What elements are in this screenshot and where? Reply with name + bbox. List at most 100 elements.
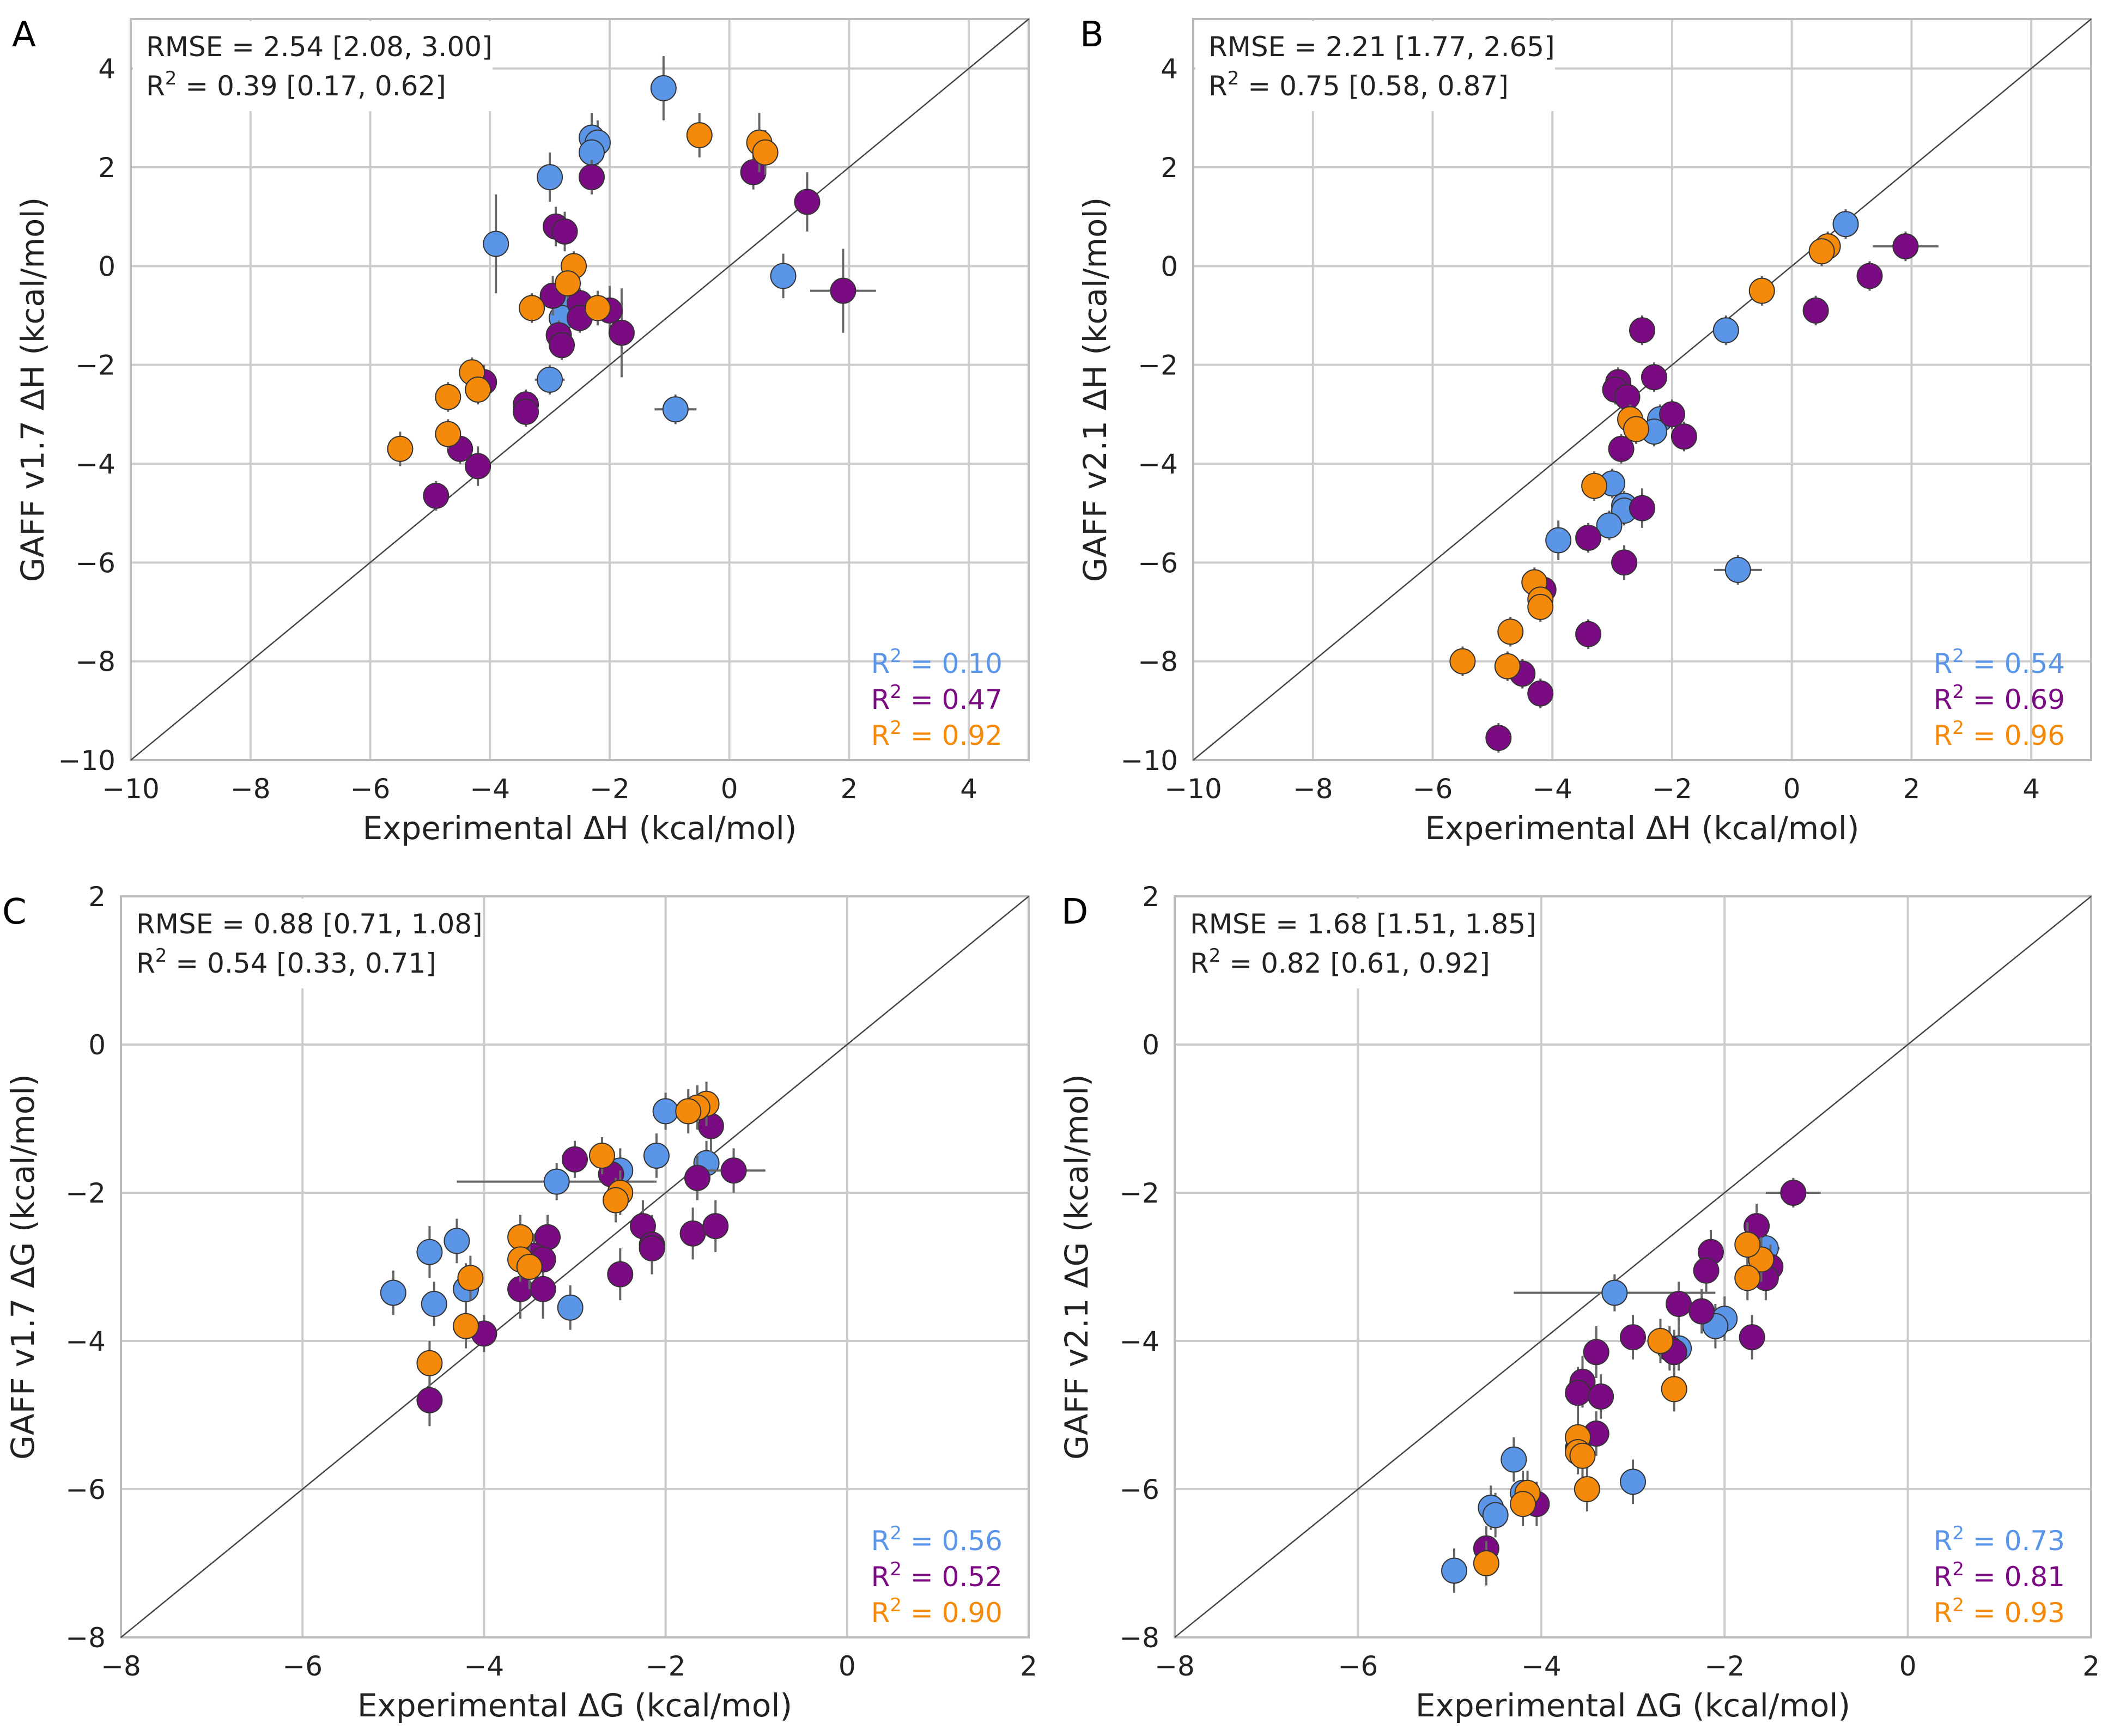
r2-text: R2 = 0.82 [0.61, 0.92]: [1190, 945, 1490, 979]
x-tick-label: −4: [1532, 773, 1572, 805]
point-purple: [549, 332, 575, 359]
legend-r2-purple: R2 = 0.47: [871, 681, 1003, 715]
point-purple: [1485, 725, 1512, 751]
y-axis-label: GAFF v1.7 ΔG (kcal/mol): [4, 1074, 41, 1460]
point-purple: [1575, 621, 1602, 647]
x-tick-label: −4: [464, 1650, 505, 1682]
panel-c: −8 −6 −4 −2 0 2 −8 −6 −4 −2 0 2 Experimental ΔG (kca…: [2, 881, 1037, 1724]
panel-b: −10 −8 −6 −4 −2 0 2 4 −10 −8 −6 −4 −2 0 2 4 Experimental…: [1077, 15, 2092, 847]
point-orange: [1647, 1328, 1674, 1354]
panel-letter: B: [1080, 15, 1104, 55]
point-blue: [1712, 317, 1739, 344]
point-purple: [1780, 1180, 1807, 1206]
y-tick-label: 2: [98, 152, 116, 184]
point-purple: [607, 1261, 634, 1288]
x-tick-label: −2: [1704, 1650, 1745, 1682]
point-orange: [1527, 593, 1554, 620]
axes-frame: [130, 18, 1030, 761]
stats-box: [1195, 21, 1555, 111]
point-purple: [1620, 1324, 1646, 1351]
point-blue: [557, 1294, 584, 1321]
point-orange: [1808, 238, 1835, 265]
point-orange: [435, 384, 461, 410]
panel-d: −8 −6 −4 −2 0 2 −8 −6 −4 −2 0 2 Experimental ΔG (kca…: [1058, 881, 2100, 1724]
point-blue: [537, 164, 563, 191]
point-purple: [1671, 423, 1697, 450]
point-orange: [1661, 1376, 1687, 1403]
point-purple: [1629, 495, 1655, 521]
point-purple: [1565, 1380, 1592, 1406]
y-tick-label: −6: [65, 1474, 106, 1506]
point-purple: [1802, 297, 1829, 324]
x-tick-label: −6: [1338, 1650, 1378, 1682]
r2-text: R2 = 0.39 [0.17, 0.62]: [146, 68, 446, 102]
legend-r2-purple: R2 = 0.69: [1934, 681, 2065, 715]
rmse-text: RMSE = 2.54 [2.08, 3.00]: [146, 31, 493, 63]
legend-r2-purple: R2 = 0.81: [1934, 1558, 2065, 1593]
series-blue: [1545, 209, 1859, 585]
point-orange: [686, 122, 713, 149]
point-blue: [1501, 1446, 1527, 1473]
point-orange: [465, 377, 491, 403]
x-tick-label: −2: [646, 1650, 686, 1682]
panel-letter: C: [2, 892, 27, 932]
point-blue: [650, 75, 677, 101]
x-tick-label: −8: [1155, 1650, 1195, 1682]
legend-r2-blue: R2 = 0.56: [871, 1522, 1003, 1557]
stats-box: [1177, 899, 1536, 988]
y-tick-label: −4: [65, 1326, 106, 1357]
point-purple: [720, 1157, 747, 1184]
point-blue: [543, 1168, 570, 1195]
point-purple: [465, 453, 491, 479]
point-blue: [643, 1143, 670, 1169]
y-tick-label: 4: [98, 53, 116, 85]
y-tick-label: −6: [1119, 1474, 1159, 1506]
point-purple: [1641, 364, 1667, 391]
point-purple: [530, 1276, 556, 1302]
point-purple: [639, 1235, 665, 1261]
y-axis-label: GAFF v2.1 ΔH (kcal/mol): [1077, 197, 1114, 582]
point-orange: [1569, 1442, 1596, 1469]
rmse-text: RMSE = 2.21 [1.77, 2.65]: [1208, 31, 1555, 63]
point-orange: [457, 1265, 484, 1291]
panel-letter: D: [1061, 892, 1088, 932]
legend-r2-orange: R2 = 0.92: [871, 717, 1003, 751]
point-purple: [1588, 1383, 1614, 1410]
point-orange: [1748, 277, 1775, 304]
point-purple: [562, 1146, 588, 1173]
y-tick-label: −2: [1138, 350, 1178, 381]
point-purple: [513, 398, 539, 425]
series-orange: [387, 113, 779, 466]
point-orange: [387, 435, 414, 462]
series-purple: [416, 1100, 766, 1427]
series-purple: [1485, 231, 1939, 753]
point-blue: [1441, 1557, 1468, 1584]
x-tick-label: −8: [1293, 773, 1333, 805]
point-blue: [380, 1279, 406, 1306]
x-tick-label: 2: [2082, 1650, 2100, 1682]
x-tick-label: −10: [102, 773, 160, 805]
y-tick-label: −8: [75, 646, 116, 678]
point-purple: [1583, 1339, 1609, 1365]
y-tick-label: −4: [1138, 448, 1178, 480]
y-tick-label: 0: [1161, 251, 1178, 282]
x-tick-label: 0: [1899, 1650, 1917, 1682]
point-purple: [1527, 680, 1554, 707]
point-orange: [1623, 416, 1650, 442]
x-tick-label: −4: [470, 773, 510, 805]
point-purple: [1629, 317, 1655, 344]
x-tick-label: −4: [1521, 1650, 1562, 1682]
x-axis-label: Experimental ΔH (kcal/mol): [363, 810, 797, 847]
legend-r2-blue: R2 = 0.54: [1934, 645, 2065, 679]
point-orange: [675, 1098, 702, 1125]
point-purple: [679, 1220, 706, 1247]
y-axis-label: GAFF v2.1 ΔG (kcal/mol): [1058, 1074, 1095, 1460]
point-purple: [1611, 549, 1638, 576]
point-orange: [516, 1254, 543, 1280]
x-tick-label: 2: [1020, 1650, 1037, 1682]
series-orange: [1449, 231, 1841, 681]
legend-r2-orange: R2 = 0.90: [871, 1594, 1003, 1629]
point-blue: [421, 1291, 447, 1317]
series-blue: [483, 56, 797, 424]
point-purple: [1575, 525, 1602, 551]
